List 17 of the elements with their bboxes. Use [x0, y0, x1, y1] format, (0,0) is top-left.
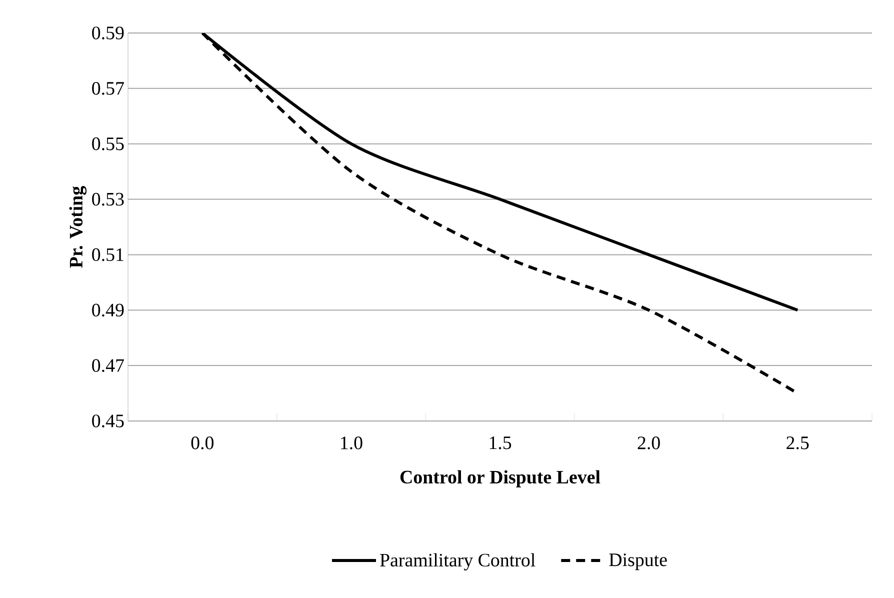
x-tick-label: 1.0	[341, 436, 362, 450]
y-tick-label: 0.45	[92, 414, 124, 428]
x-tick-label: 2.0	[638, 436, 660, 450]
y-tick-label: 0.51	[92, 248, 124, 262]
x-tick-label: 0.0	[191, 436, 214, 450]
y-tick-label: 0.59	[92, 26, 124, 40]
y-tick-label: 0.57	[92, 82, 124, 95]
y-tick-label: 0.53	[92, 192, 124, 206]
y-tick-label: 0.47	[92, 359, 124, 372]
y-tick-label: 0.55	[92, 137, 124, 150]
y-axis-title: Pr. Voting	[69, 186, 87, 268]
x-axis-title: Control or Dispute Level	[400, 470, 600, 488]
legend-label: Dispute	[609, 554, 667, 570]
legend-label: Paramilitary Control	[380, 553, 536, 570]
x-tick-label: 1.5	[490, 436, 512, 450]
y-tick-label: 0.49	[92, 304, 124, 317]
x-tick-label: 2.5	[786, 436, 809, 450]
